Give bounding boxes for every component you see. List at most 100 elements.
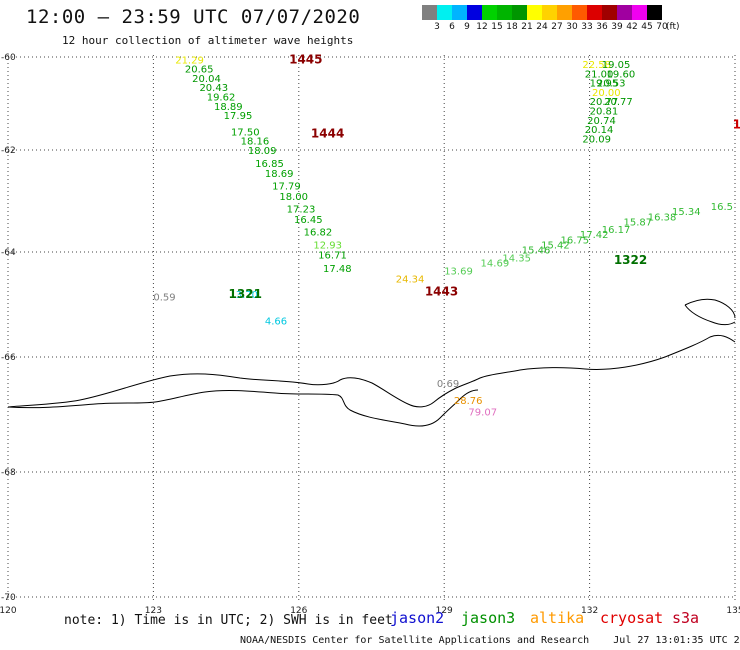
wave-height-label: 16.5 bbox=[711, 202, 733, 213]
legend-label: 21 bbox=[521, 22, 533, 32]
pass-time-label: 1445 bbox=[289, 52, 322, 66]
legend-label: 45 bbox=[641, 22, 653, 32]
legend-swatch bbox=[542, 5, 557, 20]
latitude-tick-label: -70 bbox=[1, 593, 16, 603]
legend-swatch bbox=[647, 5, 662, 20]
wave-height-label: 18.69 bbox=[265, 169, 294, 180]
wave-height-label: 17.42 bbox=[580, 230, 609, 241]
pass-time-label: 1444 bbox=[311, 127, 344, 141]
wave-height-label: 17.95 bbox=[224, 111, 253, 122]
wave-height-label: 17.48 bbox=[323, 264, 352, 275]
wave-height-label: 16.71 bbox=[318, 251, 347, 262]
longitude-tick-label: 129 bbox=[436, 606, 453, 616]
satellite-label-jason3: jason3 bbox=[461, 609, 516, 627]
legend-label: 39 bbox=[611, 22, 623, 32]
wave-height-label: 16.75 bbox=[561, 235, 590, 246]
wave-height-label: 22.58 bbox=[582, 60, 611, 71]
wave-height-label: 20.77 bbox=[604, 97, 633, 108]
legend-swatch bbox=[437, 5, 452, 20]
wave-height-label: 16.38 bbox=[648, 212, 677, 223]
wave-height-label: 15.42 bbox=[541, 240, 570, 251]
pass-time-label: 1443 bbox=[425, 284, 458, 298]
legend-label: 70 bbox=[656, 22, 668, 32]
legend-label: 6 bbox=[449, 22, 455, 32]
legend-label: 27 bbox=[551, 22, 563, 32]
wave-height-label: 20.04 bbox=[192, 74, 221, 85]
legend-label: 24 bbox=[536, 22, 548, 32]
pass-time-label: 1322 bbox=[614, 253, 647, 267]
pass-time-label: 1321 bbox=[229, 287, 262, 301]
legend-swatch bbox=[482, 5, 497, 20]
satellite-label-altika: altika bbox=[530, 609, 585, 627]
longitude-tick-label: 135 bbox=[726, 606, 740, 616]
wave-height-label: 19.60 bbox=[607, 69, 636, 80]
wave-height-label: 21.00 bbox=[585, 69, 614, 80]
wave-height-label: 16.85 bbox=[255, 159, 284, 170]
legend-swatch bbox=[632, 5, 647, 20]
legend-label: 15 bbox=[491, 22, 503, 32]
wave-height-label: 18.16 bbox=[241, 137, 270, 148]
latitude-tick-label: -66 bbox=[1, 353, 16, 363]
wave-height-label: 0.59 bbox=[153, 293, 175, 304]
satellite-label-jason2: jason2 bbox=[390, 609, 445, 627]
wave-height-label: 20.14 bbox=[585, 125, 614, 136]
legend-swatch bbox=[467, 5, 482, 20]
wave-height-label: 18.00 bbox=[279, 192, 308, 203]
latitude-tick-label: -64 bbox=[1, 248, 16, 258]
latitude-tick-label: -60 bbox=[1, 53, 16, 63]
wave-height-label: 15.46 bbox=[522, 245, 551, 256]
wave-height-label: 21.29 bbox=[175, 55, 204, 66]
wave-height-label: 14.35 bbox=[502, 253, 531, 264]
credit-line: NOAA/NESDIS Center for Satellite Applica… bbox=[240, 635, 740, 646]
wave-height-label: 18.89 bbox=[214, 102, 243, 113]
legend-swatch bbox=[602, 5, 617, 20]
wave-height-label: 3.70 bbox=[236, 290, 258, 301]
wave-height-label: 20.74 bbox=[587, 116, 616, 127]
longitude-tick-label: 120 bbox=[0, 606, 17, 616]
legend-label: 36 bbox=[596, 22, 608, 32]
latitude-tick-label: -68 bbox=[1, 468, 16, 478]
wave-height-label: 15.87 bbox=[624, 217, 653, 228]
wave-height-label: 19.95 bbox=[590, 79, 619, 90]
wave-height-label: 16.45 bbox=[294, 215, 323, 226]
pass-time-label: 15 bbox=[733, 117, 740, 131]
longitude-tick-label: 132 bbox=[581, 606, 598, 616]
wave-height-label: 15.34 bbox=[672, 207, 701, 218]
legend-swatch bbox=[527, 5, 542, 20]
legend-label: 12 bbox=[476, 22, 488, 32]
wave-height-label: 12.93 bbox=[313, 240, 342, 251]
legend-swatch bbox=[497, 5, 512, 20]
longitude-tick-label: 123 bbox=[145, 606, 162, 616]
legend-label: 30 bbox=[566, 22, 578, 32]
wave-height-label: 19.62 bbox=[207, 93, 236, 104]
wave-height-label: 79.07 bbox=[468, 408, 497, 419]
wave-height-label: 20.77 bbox=[590, 97, 619, 108]
legend-swatch bbox=[512, 5, 527, 20]
wave-height-label: 0.69 bbox=[437, 379, 459, 390]
longitude-tick-label: 126 bbox=[290, 606, 307, 616]
wave-height-label: 14.69 bbox=[481, 259, 510, 270]
wave-height-label: 20.09 bbox=[582, 134, 611, 145]
wave-height-label: 18.09 bbox=[248, 146, 277, 157]
wave-height-label: 28.76 bbox=[454, 396, 483, 407]
legend-label: 18 bbox=[506, 22, 518, 32]
legend-swatch bbox=[452, 5, 467, 20]
legend-swatch bbox=[572, 5, 587, 20]
wave-height-label: 17.50 bbox=[231, 127, 260, 138]
latitude-tick-label: -62 bbox=[1, 146, 16, 156]
footnote: note: 1) Time is in UTC; 2) SWH is in fe… bbox=[64, 613, 393, 628]
wave-height-label: 20.65 bbox=[185, 65, 214, 76]
wave-height-label: 20.53 bbox=[597, 79, 626, 90]
wave-height-label: 20.43 bbox=[199, 83, 228, 94]
page-title: 12:00 — 23:59 UTC 07/07/2020 bbox=[26, 6, 361, 28]
wave-height-label: 4.66 bbox=[265, 316, 287, 327]
legend-swatch bbox=[557, 5, 572, 20]
graticule: 120 123 126 129 132 135 -60 -62 -64 -66 -68 -70 bbox=[0, 53, 740, 616]
legend-label: 9 bbox=[464, 22, 470, 32]
wave-height-label: 13.69 bbox=[444, 266, 473, 277]
wave-height-label: 16.17 bbox=[602, 225, 631, 236]
legend-swatch bbox=[422, 5, 437, 20]
